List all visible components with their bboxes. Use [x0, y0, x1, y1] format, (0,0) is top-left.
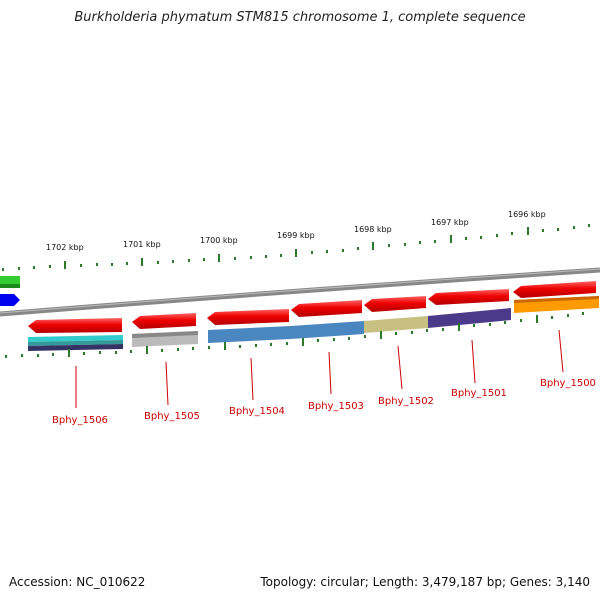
cds-arrow-1501 — [428, 289, 509, 305]
cds-arrow-1502 — [364, 296, 426, 312]
cds-row — [28, 281, 596, 333]
leader-1503 — [328, 351, 332, 395]
chromosome-backbone — [0, 267, 600, 317]
gene-label-1505[interactable]: Bphy_1505 — [144, 411, 200, 422]
accession-text: Accession: NC_010622 — [9, 575, 146, 589]
leader-1500 — [558, 329, 564, 373]
gene-label-1500[interactable]: Bphy_1500 — [540, 378, 596, 389]
feature-block-1503 — [291, 321, 364, 339]
offscreen-genes — [0, 276, 20, 306]
scale-ticks-outer — [2, 224, 590, 271]
scale-labels: 1702 kbp 1701 kbp 1700 kbp 1699 kbp 1698… — [46, 210, 546, 252]
scale-label-1699: 1699 kbp — [277, 231, 315, 240]
scale-label-1701: 1701 kbp — [123, 240, 161, 249]
scale-label-1700: 1700 kbp — [200, 236, 238, 245]
cds-arrow-1505 — [132, 313, 196, 329]
leader-1505 — [165, 361, 169, 406]
cds-arrow-1500 — [513, 281, 596, 298]
scale-label-1698: 1698 kbp — [354, 225, 392, 234]
feature-blocks — [28, 296, 599, 351]
cds-arrow-1504 — [207, 309, 289, 325]
gene-label-1504[interactable]: Bphy_1504 — [229, 406, 285, 417]
blue-gene-fragment — [0, 294, 20, 306]
feature-block-1501 — [428, 308, 511, 328]
map-title: Burkholderia phymatum STM815 chromosome … — [74, 10, 526, 25]
cds-arrow-1503 — [291, 300, 362, 317]
scale-label-1702: 1702 kbp — [46, 243, 84, 252]
leader-1501 — [471, 339, 476, 384]
gene-labels: Bphy_1506 Bphy_1505 Bphy_1504 Bphy_1503 … — [52, 378, 596, 426]
feature-block-1502 — [364, 316, 428, 333]
scale-ticks-inner — [5, 312, 584, 358]
feature-block-1506 — [28, 335, 123, 351]
gene-label-1502[interactable]: Bphy_1502 — [378, 396, 434, 407]
gene-label-1503[interactable]: Bphy_1503 — [308, 401, 364, 412]
gene-label-1501[interactable]: Bphy_1501 — [451, 388, 507, 399]
leader-1504 — [250, 357, 254, 401]
feature-block-1504 — [208, 326, 291, 343]
cds-arrow-1506 — [28, 318, 122, 333]
genome-summary-text: Topology: circular; Length: 3,479,187 bp… — [260, 575, 590, 589]
gene-leaders — [75, 329, 564, 408]
scale-label-1696: 1696 kbp — [508, 210, 546, 219]
scale-label-1697: 1697 kbp — [431, 218, 469, 227]
leader-1502 — [397, 345, 403, 390]
gene-label-1506[interactable]: Bphy_1506 — [52, 415, 108, 426]
